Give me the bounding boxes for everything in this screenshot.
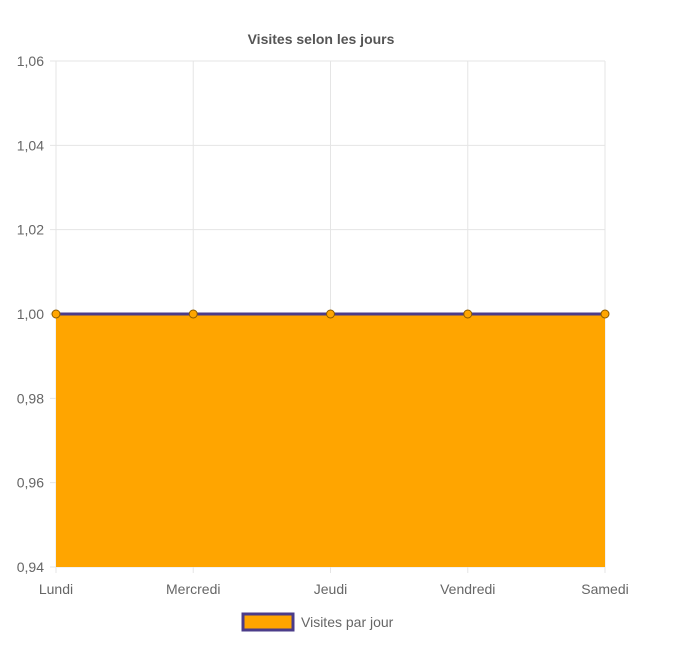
chart-title: Visites selon les jours: [248, 31, 395, 47]
legend[interactable]: Visites par jour: [241, 612, 394, 632]
y-tick-label: 1,06: [17, 53, 44, 69]
y-tick-label: 0,98: [17, 390, 44, 406]
y-tick-label: 0,96: [17, 475, 44, 491]
data-point[interactable]: [326, 309, 335, 319]
data-point[interactable]: [463, 309, 473, 319]
x-tick-label: Vendredi: [440, 581, 495, 597]
y-tick-label: 1,02: [17, 222, 44, 238]
x-tick-label: Lundi: [39, 581, 73, 597]
legend-swatch[interactable]: [241, 612, 295, 632]
x-tick-label: Samedi: [581, 581, 628, 597]
y-tick-label: 0,94: [17, 559, 44, 575]
data-points: [51, 309, 610, 319]
x-tick-label: Jeudi: [314, 581, 347, 597]
data-point[interactable]: [51, 309, 61, 319]
y-tick-label: 1,00: [17, 306, 44, 322]
y-tick-label: 1,04: [17, 137, 44, 153]
y-axis-ticks: 0,94 0,96 0,98 1,00 1,02 1,04 1,06: [17, 53, 44, 575]
x-axis-ticks: Lundi Mercredi Jeudi Vendredi Samedi: [39, 581, 629, 597]
x-tick-label: Mercredi: [166, 581, 220, 597]
area-layer: [56, 312, 605, 567]
legend-label[interactable]: Visites par jour: [301, 614, 394, 630]
data-point[interactable]: [188, 309, 198, 319]
data-point[interactable]: [600, 309, 610, 319]
series-area-fill: [56, 314, 605, 567]
